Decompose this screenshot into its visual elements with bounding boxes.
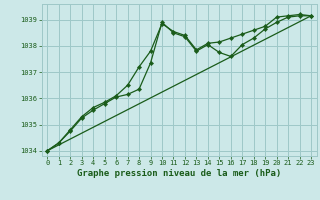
X-axis label: Graphe pression niveau de la mer (hPa): Graphe pression niveau de la mer (hPa) (77, 169, 281, 178)
